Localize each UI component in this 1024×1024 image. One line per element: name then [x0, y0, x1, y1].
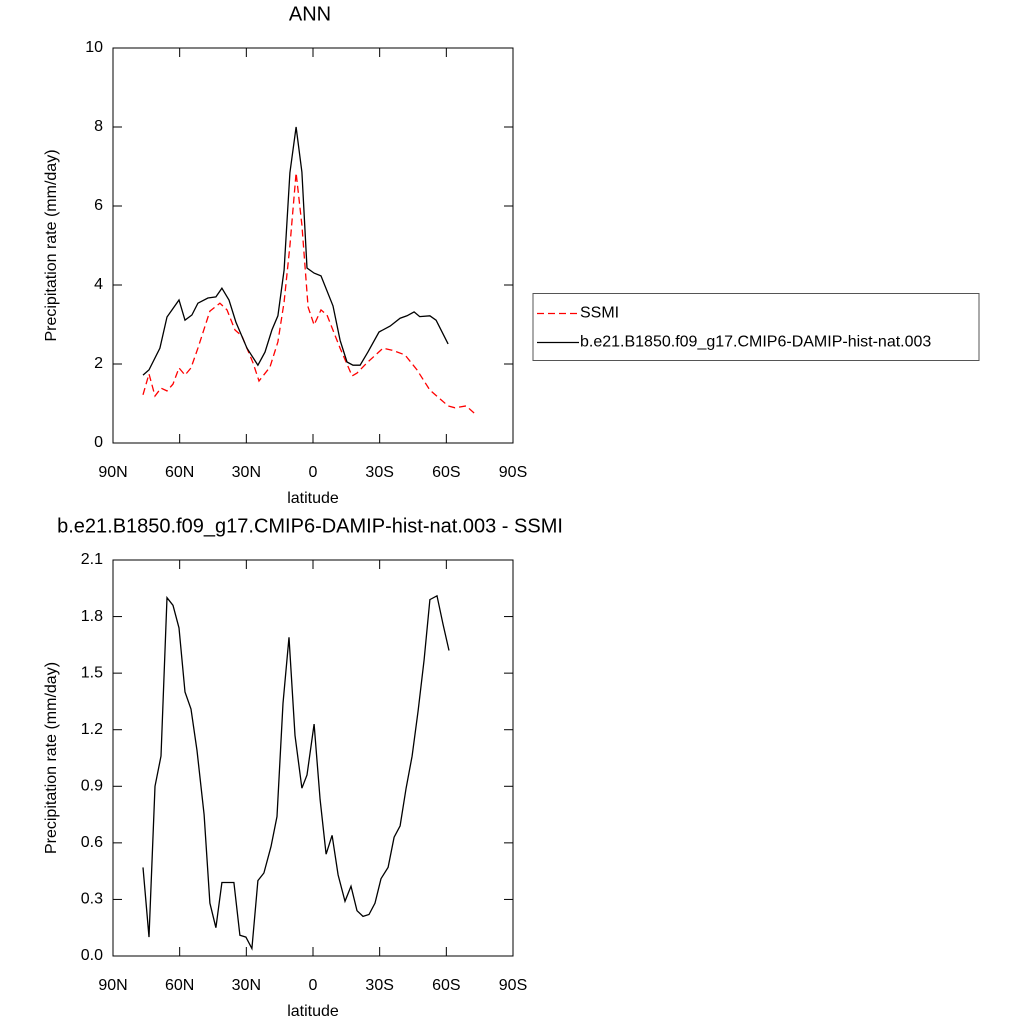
x-axis-label: latitude [287, 490, 339, 507]
x-tick-label: 0 [309, 464, 318, 481]
legend-box [532, 293, 980, 361]
y-tick-label: 1.5 [81, 664, 103, 681]
y-axis-label: Precipitation rate (mm/day) [43, 149, 60, 341]
data-line [142, 126, 449, 376]
x-tick-label: 0 [309, 977, 318, 994]
y-tick-label: 0.0 [81, 947, 103, 964]
y-tick-label: 0.9 [81, 778, 103, 795]
y-tick-label: 0.6 [81, 834, 103, 851]
x-tick-label: 90N [98, 464, 127, 481]
y-axis-label: Precipitation rate (mm/day) [43, 662, 60, 854]
x-tick-label: 30N [232, 464, 261, 481]
x-axis-label: latitude [287, 1003, 339, 1020]
chart-title: b.e21.B1850.f09_g17.CMIP6-DAMIP-hist-nat… [57, 515, 563, 537]
y-tick-label: 0 [94, 434, 103, 451]
x-tick-label: 60N [165, 464, 194, 481]
x-tick-label: 60N [165, 977, 194, 994]
data-line [142, 594, 450, 951]
y-tick-label: 4 [94, 276, 103, 293]
data-line [142, 172, 475, 414]
x-tick-label: 30S [365, 464, 393, 481]
x-tick-label: 30N [232, 977, 261, 994]
chart-title: ANN [289, 3, 331, 25]
x-tick-label: 90S [499, 977, 527, 994]
legend-label: SSMI [580, 305, 619, 322]
y-tick-label: 6 [94, 197, 103, 214]
x-tick-label: 90S [499, 464, 527, 481]
y-tick-label: 1.2 [81, 721, 103, 738]
plot-frame [112, 559, 514, 957]
y-tick-label: 2.1 [81, 551, 103, 568]
y-tick-label: 8 [94, 118, 103, 135]
legend-label: b.e21.B1850.f09_g17.CMIP6-DAMIP-hist-nat… [580, 334, 931, 351]
y-tick-label: 0.3 [81, 891, 103, 908]
x-tick-label: 30S [365, 977, 393, 994]
x-tick-label: 90N [98, 977, 127, 994]
y-tick-label: 1.8 [81, 608, 103, 625]
y-tick-label: 2 [94, 355, 103, 372]
y-tick-label: 10 [85, 39, 103, 56]
x-tick-label: 60S [432, 977, 460, 994]
x-tick-label: 60S [432, 464, 460, 481]
